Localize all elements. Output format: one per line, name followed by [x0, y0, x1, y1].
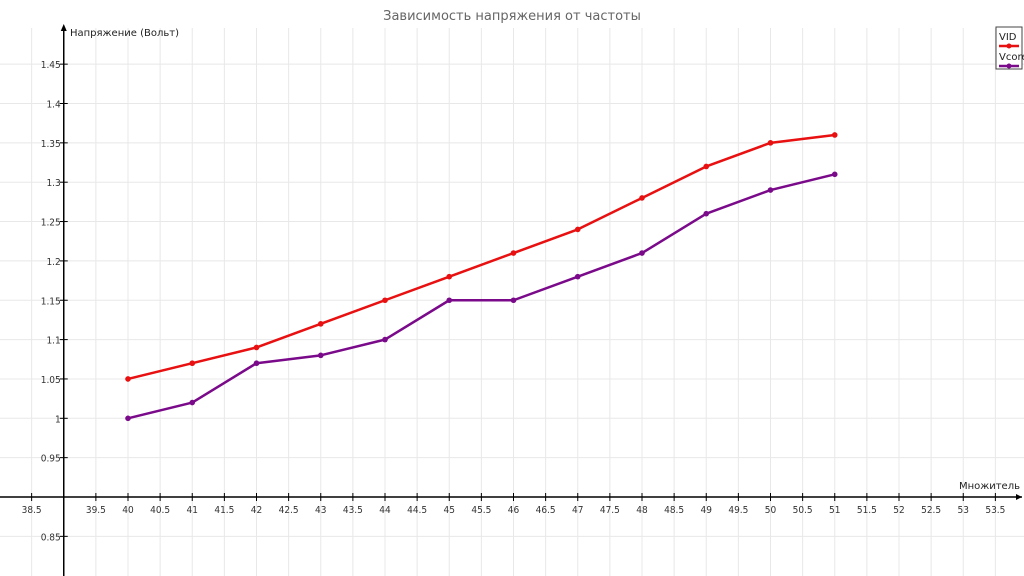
- y-tick-label: 1.45: [41, 60, 61, 71]
- x-tick-label: 44.5: [407, 505, 427, 516]
- x-tick-label: 44: [379, 505, 391, 516]
- data-point-vid: [446, 273, 453, 280]
- x-tick-label: 41.5: [214, 505, 234, 516]
- data-point-vid: [831, 132, 838, 138]
- legend-marker-vid: [1006, 43, 1012, 49]
- x-tick-label: 41: [187, 505, 198, 516]
- x-tick-label: 48: [636, 505, 648, 516]
- x-tick-label: 51.5: [857, 505, 877, 516]
- x-tick-label: 53.5: [985, 505, 1005, 516]
- data-point-vid: [639, 195, 645, 201]
- data-point-vid: [767, 140, 774, 146]
- legend: VID Vcore: [995, 26, 1024, 70]
- x-tick-label: 45.5: [471, 505, 491, 516]
- series-line-vid: [126, 133, 836, 381]
- data-point-vcore: [510, 297, 517, 304]
- y-tick-label: 0.85: [41, 532, 61, 543]
- x-tick-label: 51: [829, 505, 840, 516]
- x-tick-label: 47: [572, 505, 583, 516]
- y-tick-label: 1.25: [41, 218, 61, 229]
- x-axis-arrow: [1016, 494, 1022, 500]
- y-tick-label: 1.2: [46, 257, 60, 268]
- x-tick-label: 52: [893, 505, 904, 516]
- series-line-vcore: [126, 173, 836, 420]
- data-point-vcore: [382, 336, 388, 343]
- y-tick-label: 1.1: [46, 336, 60, 347]
- data-point-vcore: [574, 273, 581, 280]
- x-tick-label: 46.5: [536, 505, 556, 516]
- data-point-vid: [125, 376, 131, 382]
- y-axis-label: Напряжение (Вольт): [70, 28, 179, 39]
- x-tick-label: 50.5: [793, 505, 813, 516]
- x-tick-label: 42.5: [279, 505, 299, 516]
- x-tick-label: 49.5: [728, 505, 748, 516]
- x-tick-label: 53: [958, 505, 969, 516]
- x-tick-label: 49: [701, 505, 713, 516]
- data-point-vcore: [639, 250, 645, 256]
- tick-labels: 38.5 39.5 40 40.5 41 41.5 42 42.5 43 43.5 44 44.5 45…: [22, 60, 1006, 543]
- x-tick-label: 40.5: [150, 505, 170, 516]
- legend-box: [995, 26, 1023, 70]
- y-tick-label: 1.3: [46, 178, 60, 189]
- x-tick-label: 43.5: [343, 505, 363, 516]
- chart-title: Зависимость напряжения от частоты: [383, 9, 641, 24]
- y-tick-label: 1.05: [41, 375, 61, 386]
- data-point-vid: [510, 250, 517, 256]
- data-point-vcore: [317, 352, 324, 359]
- data-point-vid: [574, 226, 581, 233]
- x-tick-label: 39.5: [86, 505, 106, 516]
- x-tick-label: 46: [508, 505, 520, 516]
- series: [125, 132, 838, 422]
- y-tick-label: 1.4: [46, 100, 61, 111]
- legend-label-vid: VID: [999, 32, 1017, 43]
- y-tick-label: 0.95: [41, 454, 61, 465]
- data-point-vcore: [253, 360, 260, 367]
- data-point-vcore: [831, 171, 838, 178]
- x-tick-label: 50: [765, 505, 777, 516]
- y-tick-label: 1.35: [41, 139, 61, 150]
- data-point-vcore: [189, 399, 196, 406]
- x-tick-label: 47.5: [600, 505, 620, 516]
- legend-marker-vcore: [1006, 63, 1012, 69]
- data-point-vcore: [767, 187, 774, 193]
- data-point-vcore: [703, 210, 710, 217]
- y-tick-label: 1: [55, 414, 61, 425]
- data-point-vcore: [446, 297, 453, 304]
- x-axis-label: Множитель: [959, 481, 1020, 492]
- x-tick-label: 38.5: [22, 505, 42, 516]
- legend-label-vcore: Vcore: [999, 52, 1024, 63]
- data-point-vid: [317, 321, 324, 327]
- x-tick-label: 52.5: [921, 505, 941, 516]
- axes: [0, 24, 1022, 576]
- x-tick-label: 48.5: [664, 505, 684, 516]
- data-point-vid: [253, 344, 260, 351]
- data-point-vcore: [125, 415, 131, 422]
- x-tick-label: 42: [251, 505, 262, 516]
- x-tick-label: 40: [122, 505, 134, 516]
- x-tick-label: 45: [444, 505, 455, 516]
- data-point-vid: [382, 297, 388, 304]
- data-point-vid: [189, 360, 196, 367]
- x-tick-label: 43: [315, 505, 326, 516]
- data-point-vid: [703, 163, 710, 170]
- y-axis-arrow: [60, 24, 67, 31]
- y-tick-label: 1.15: [41, 296, 61, 307]
